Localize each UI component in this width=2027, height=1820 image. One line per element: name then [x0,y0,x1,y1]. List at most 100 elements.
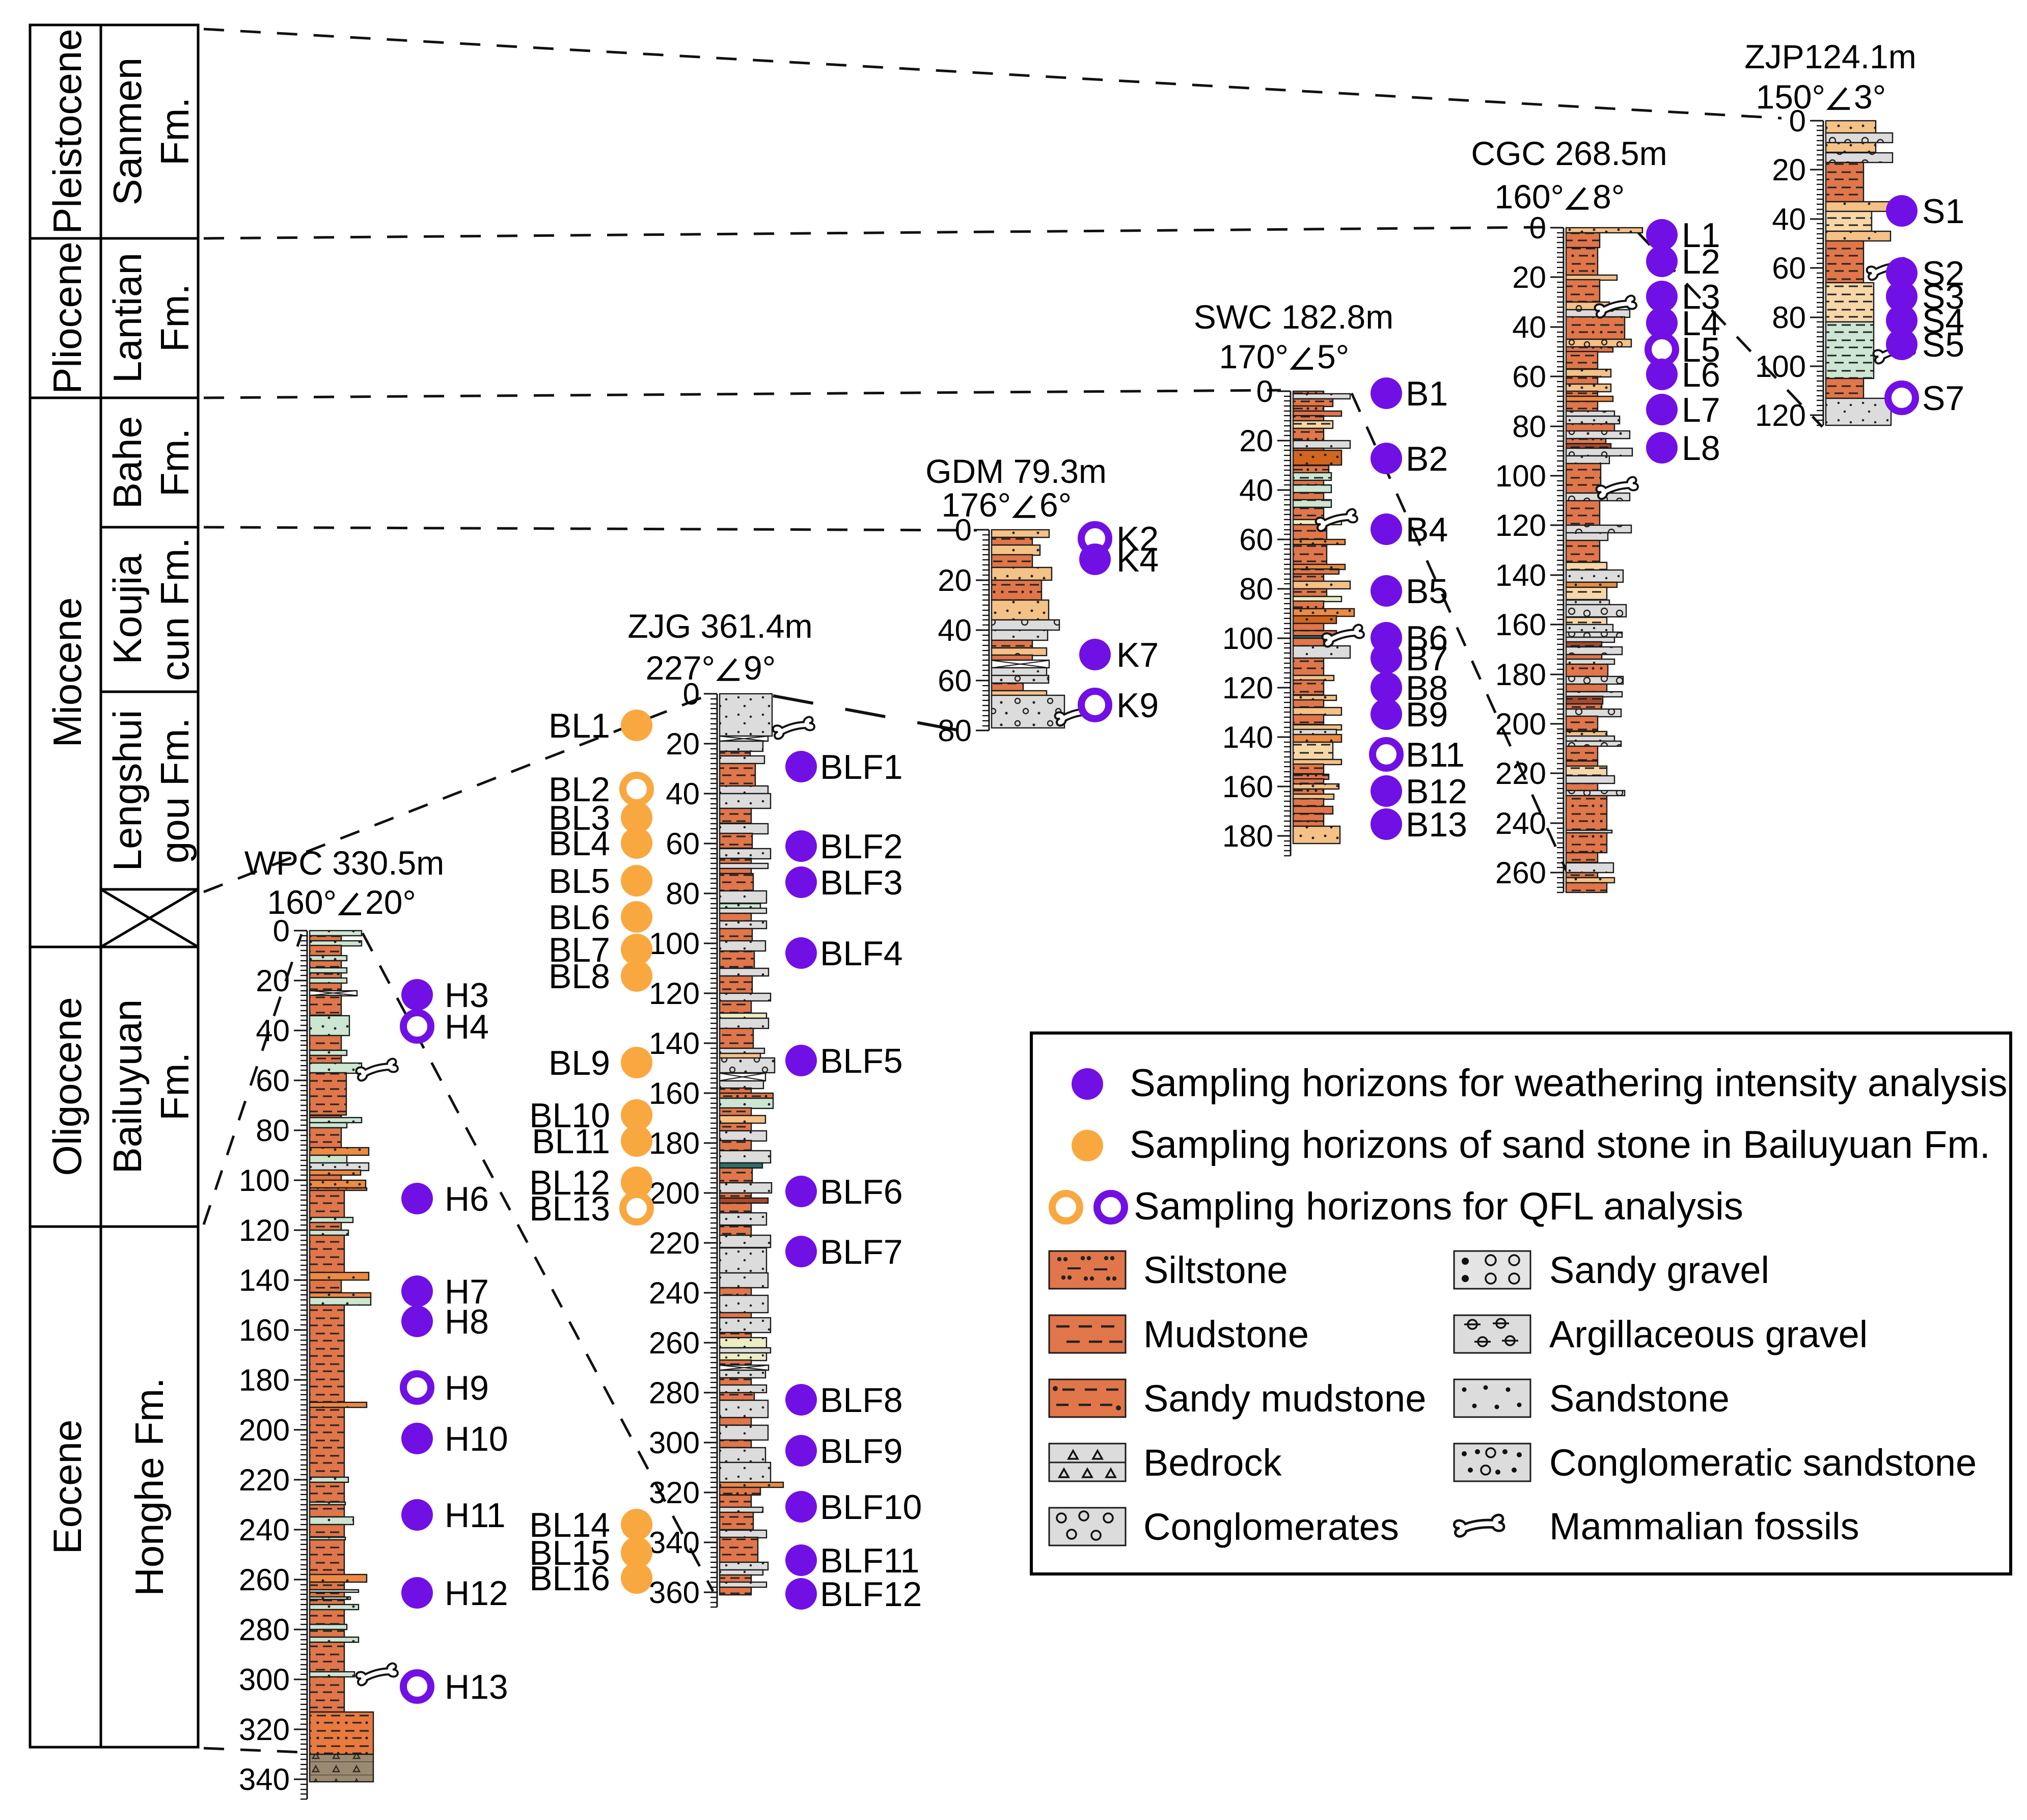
svg-text:B7: B7 [1406,639,1448,678]
svg-text:Eocene: Eocene [45,1420,90,1555]
svg-text:Conglomeratic sandstone: Conglomeratic sandstone [1549,1442,1977,1484]
svg-text:BLF10: BLF10 [820,1488,922,1527]
svg-text:H8: H8 [445,1302,489,1341]
svg-text:60: 60 [938,664,972,698]
svg-text:B12: B12 [1406,772,1467,811]
svg-text:160: 160 [1495,608,1546,642]
svg-text:6°: 6° [1039,486,1072,524]
svg-text:BLF6: BLF6 [820,1173,903,1211]
svg-text:100: 100 [1495,459,1546,493]
svg-text:Pliocene: Pliocene [45,241,90,394]
svg-text:BLF4: BLF4 [820,934,903,973]
svg-text:BL8: BL8 [549,957,610,996]
svg-text:Argillaceous gravel: Argillaceous gravel [1549,1313,1868,1355]
svg-text:260: 260 [239,1563,290,1597]
svg-text:L8: L8 [1682,429,1720,468]
svg-text:120: 120 [1755,398,1806,432]
svg-text:B13: B13 [1406,805,1467,844]
svg-text:Mudstone: Mudstone [1143,1313,1309,1355]
svg-text:K7: K7 [1116,636,1159,674]
svg-text:180: 180 [1222,819,1273,853]
svg-text:B8: B8 [1406,669,1448,708]
svg-text:300: 300 [649,1426,700,1460]
svg-text:320: 320 [239,1713,290,1747]
svg-text:H13: H13 [445,1668,508,1706]
svg-text:BLF8: BLF8 [820,1381,903,1420]
svg-text:Bedrock: Bedrock [1143,1442,1282,1484]
svg-text:H3: H3 [445,976,489,1015]
svg-text:Siltstone: Siltstone [1143,1249,1288,1291]
svg-text:60: 60 [1772,251,1806,285]
svg-text:B4: B4 [1406,510,1448,549]
svg-text:Mammalian fossils: Mammalian fossils [1549,1505,1859,1547]
svg-text:cun Fm.: cun Fm. [152,537,197,681]
svg-text:176°: 176° [941,486,1011,524]
svg-text:H9: H9 [445,1369,489,1407]
svg-text:BL1: BL1 [549,707,610,745]
svg-text:100: 100 [649,927,700,961]
svg-text:227°: 227° [645,649,715,687]
svg-text:Koujia: Koujia [105,554,150,664]
svg-text:200: 200 [649,1176,700,1210]
svg-text:260: 260 [649,1326,700,1360]
svg-text:150°: 150° [1756,78,1825,116]
svg-text:Pleistocene: Pleistocene [45,29,90,234]
svg-text:BLF9: BLF9 [820,1432,903,1471]
svg-text:180: 180 [239,1363,290,1397]
svg-text:Fm.: Fm. [152,1052,197,1121]
svg-text:40: 40 [1239,473,1273,507]
svg-text:0: 0 [1789,104,1806,138]
svg-text:120: 120 [1222,671,1273,705]
svg-text:340: 340 [239,1762,290,1797]
svg-text:160°: 160° [1494,178,1564,215]
svg-text:Lengshui: Lengshui [105,710,150,872]
svg-text:40: 40 [256,1014,290,1048]
svg-text:20°: 20° [365,883,416,921]
svg-text:200: 200 [239,1413,290,1447]
svg-text:BL6: BL6 [549,898,610,937]
svg-text:80: 80 [1239,572,1273,606]
svg-text:B6: B6 [1406,619,1448,658]
svg-text:140: 140 [1495,558,1546,592]
svg-text:240: 240 [239,1513,290,1547]
svg-text:L7: L7 [1682,391,1720,429]
svg-text:BL13: BL13 [529,1189,610,1228]
svg-text:0: 0 [273,914,290,948]
svg-text:SWC 182.8m: SWC 182.8m [1194,298,1393,336]
svg-text:40: 40 [938,613,972,647]
svg-text:360: 360 [649,1575,700,1610]
svg-text:B11: B11 [1406,736,1465,774]
svg-text:S4: S4 [1922,302,1964,340]
svg-text:Conglomerates: Conglomerates [1143,1506,1399,1548]
svg-text:Lantian: Lantian [105,253,150,383]
svg-text:Miocene: Miocene [45,597,90,748]
svg-text:S3: S3 [1922,278,1964,316]
svg-text:20: 20 [256,964,290,998]
svg-text:BL2: BL2 [549,770,610,809]
svg-text:120: 120 [239,1213,290,1247]
svg-text:B1: B1 [1406,374,1448,413]
svg-text:B5: B5 [1406,572,1448,611]
svg-text:80: 80 [666,877,700,911]
svg-text:160: 160 [239,1313,290,1347]
svg-text:gou Fm.: gou Fm. [152,718,197,863]
svg-text:Sandy mudstone: Sandy mudstone [1143,1377,1426,1420]
svg-text:S7: S7 [1922,379,1964,418]
svg-text:120: 120 [649,976,700,1011]
svg-text:S1: S1 [1922,192,1964,231]
svg-text:Sandy gravel: Sandy gravel [1549,1249,1769,1291]
svg-text:20: 20 [1512,260,1546,294]
svg-text:H10: H10 [445,1420,508,1458]
svg-text:BLF2: BLF2 [820,827,903,866]
svg-text:180: 180 [649,1126,700,1160]
svg-text:K2: K2 [1116,520,1159,558]
svg-text:L4: L4 [1682,304,1720,343]
svg-text:K9: K9 [1116,686,1159,725]
svg-text:60: 60 [1239,523,1273,557]
svg-text:100: 100 [1755,349,1806,384]
svg-text:L2: L2 [1682,242,1720,281]
svg-text:Sampling horizons for QFL anal: Sampling horizons for QFL analysis [1134,1185,1743,1228]
svg-text:240: 240 [649,1276,700,1310]
svg-text:320: 320 [649,1476,700,1510]
svg-text:L6: L6 [1682,356,1720,394]
